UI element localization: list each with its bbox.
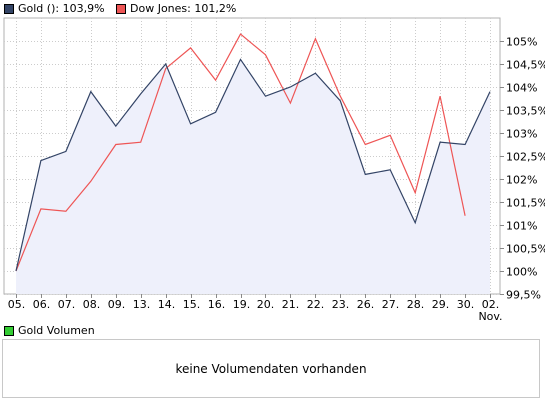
series-line-gold xyxy=(15,58,491,272)
legend-label-dow-jones: Dow Jones: 101,2% xyxy=(130,2,237,15)
legend-item-gold: Gold (): 103,9% xyxy=(4,2,105,16)
volume-legend-label: Gold Volumen xyxy=(18,324,95,337)
y-tick-label: 100% xyxy=(506,266,537,279)
x-tick-label: 16. xyxy=(208,298,226,311)
volume-panel: keine Volumendaten vorhanden xyxy=(2,339,540,398)
y-tick-label: 103,5% xyxy=(506,105,545,118)
x-tick-label: 07. xyxy=(58,298,76,311)
x-tick-label: 23. xyxy=(332,298,350,311)
x-tick-label: 29. xyxy=(432,298,450,311)
x-tick-label: 20. xyxy=(257,298,275,311)
y-tick-label: 102% xyxy=(506,174,537,187)
x-tick-label: 27. xyxy=(382,298,400,311)
y-tick-label: 102,5% xyxy=(506,151,545,164)
x-tick-label: 08. xyxy=(83,298,101,311)
x-tick-label: 22. xyxy=(307,298,325,311)
x-tick-label: Nov. xyxy=(478,310,502,323)
x-tick-label: 06. xyxy=(33,298,51,311)
x-tick-label: 02. xyxy=(482,298,500,311)
y-tick-label: 103% xyxy=(506,128,537,141)
x-tick-label: 05. xyxy=(8,298,26,311)
volume-legend-swatch xyxy=(4,326,14,336)
y-tick-label: 105% xyxy=(506,36,537,49)
series-area-gold xyxy=(16,59,490,295)
y-tick-label: 104,5% xyxy=(506,59,545,72)
legend-item-dow-jones: Dow Jones: 101,2% xyxy=(116,2,236,16)
legend-swatch-gold xyxy=(4,4,14,14)
series-line-dow-jones xyxy=(15,33,466,272)
y-tick-label: 101,5% xyxy=(506,197,545,210)
y-tick-label: 104% xyxy=(506,82,537,95)
volume-legend: Gold Volumen xyxy=(4,324,95,338)
volume-empty-message: keine Volumendaten vorhanden xyxy=(175,361,367,376)
y-tick-label: 99,5% xyxy=(506,289,541,302)
price-chart: 99,5% 100% 100,5% 101% 101,5% 102% 102,5% 103% 1… xyxy=(3,17,545,323)
y-tick-label: 100,5% xyxy=(506,243,545,256)
y-tick-label: 101% xyxy=(506,220,537,233)
x-tick-label: 21. xyxy=(282,298,300,311)
x-tick-label: 19. xyxy=(233,298,251,311)
x-tick-label: 26. xyxy=(357,298,375,311)
x-tick-label: 14. xyxy=(158,298,176,311)
legend-swatch-dow-jones xyxy=(116,4,126,14)
x-tick-label: 28. xyxy=(407,298,425,311)
x-tick-label: 09. xyxy=(108,298,126,311)
x-tick-label: 30. xyxy=(457,298,475,311)
legend-label-gold: Gold (): 103,9% xyxy=(18,2,105,15)
x-tick-label: 13. xyxy=(133,298,151,311)
x-tick-label: 15. xyxy=(183,298,201,311)
